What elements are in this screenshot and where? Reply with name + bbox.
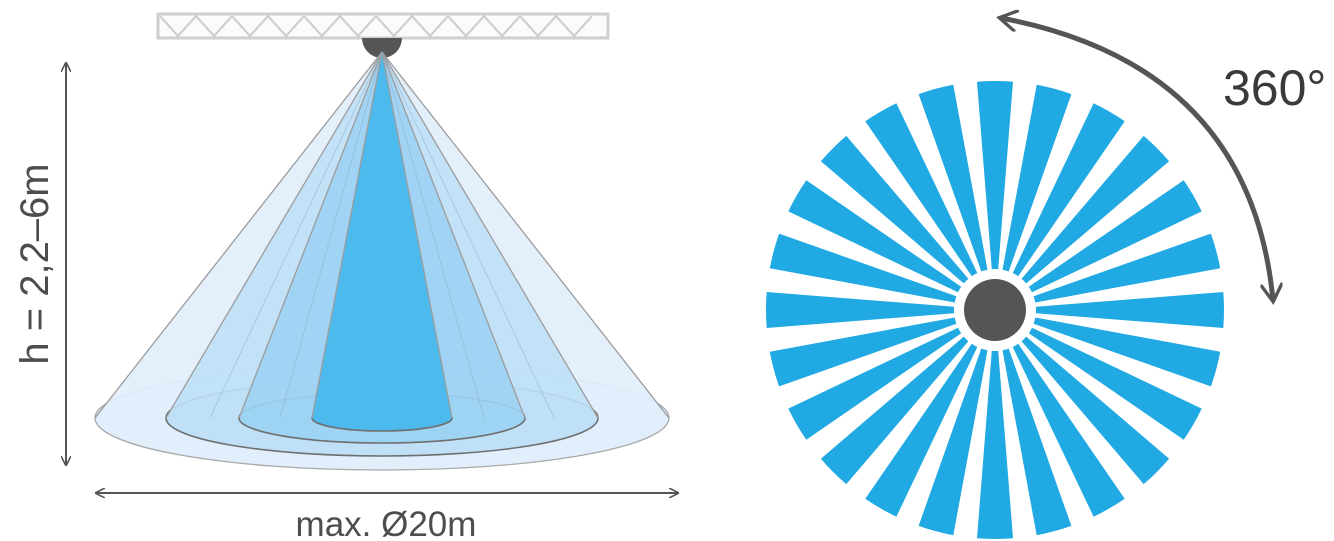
cone-guide-lines bbox=[209, 51, 555, 419]
detection-zone-segment bbox=[820, 336, 969, 485]
detection-zone-segment bbox=[769, 317, 957, 387]
detection-zone-segment bbox=[769, 233, 957, 303]
rotation-label: 360° bbox=[1223, 60, 1326, 116]
detection-cone-inner bbox=[311, 51, 453, 432]
detection-zone-segment bbox=[918, 348, 988, 536]
ceiling-truss bbox=[156, 12, 610, 40]
detection-zone-segment bbox=[1021, 336, 1170, 485]
detection-zone-segment bbox=[1012, 343, 1125, 517]
detection-zone-segment bbox=[865, 343, 978, 517]
detection-zone-segment bbox=[765, 292, 955, 328]
sensor-dome-icon bbox=[362, 38, 402, 58]
detection-zone-segment bbox=[1035, 292, 1225, 328]
sensor-top-view-icon bbox=[964, 279, 1026, 341]
detection-zone-segment bbox=[788, 180, 962, 293]
detection-zone-segment bbox=[788, 327, 962, 440]
detection-zone-segment bbox=[977, 350, 1013, 540]
detection-zone-segment bbox=[1002, 348, 1072, 536]
detection-zone-segment bbox=[1033, 317, 1221, 387]
height-label: h = 2,2–6m bbox=[13, 163, 57, 364]
detection-zone-segment bbox=[820, 135, 969, 284]
detection-zone-segment bbox=[865, 103, 978, 277]
detection-zone-segment bbox=[1028, 327, 1202, 440]
rotation-arrow bbox=[1001, 18, 1273, 300]
diameter-label: max. Ø20m bbox=[296, 505, 477, 541]
detection-zone-segment bbox=[977, 80, 1013, 270]
detection-zone-segment bbox=[918, 84, 988, 272]
